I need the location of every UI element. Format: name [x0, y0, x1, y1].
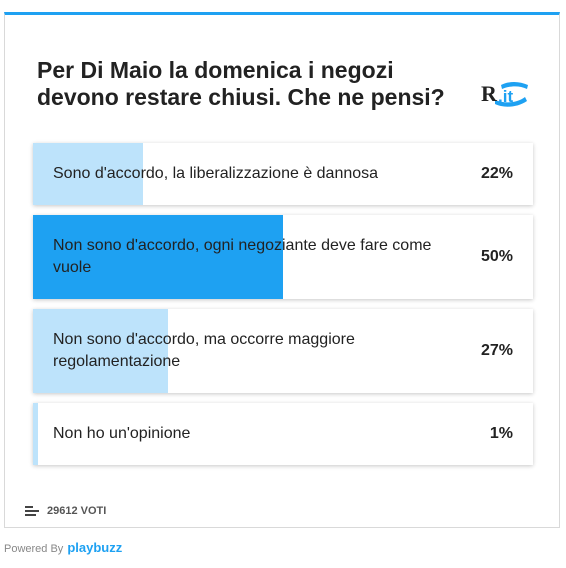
poll-question: Per Di Maio la domenica i negozi devono …: [37, 57, 445, 110]
repubblica-logo: R .it: [481, 81, 528, 107]
answer-percent: 27%: [480, 342, 513, 359]
vote-count-label: 29612 VOTI: [47, 505, 107, 517]
answer-label: Sono d'accordo, la liberalizzazione è da…: [53, 165, 379, 182]
answer-option-1[interactable]: Sono d'accordo, la liberalizzazione è da…: [33, 143, 533, 205]
poll-card: Per Di Maio la domenica i negozi devono …: [4, 12, 560, 528]
answer-option-2[interactable]: Non sono d'accordo, ogni negoziante deve…: [33, 215, 533, 299]
playbuzz-link[interactable]: playbuzz: [67, 540, 123, 555]
answer-label: Non sono d'accordo, ogni negoziante deve…: [53, 237, 432, 276]
answer-option-3[interactable]: Non sono d'accordo, ma occorre maggiore …: [33, 309, 533, 393]
answer-option-4[interactable]: Non ho un'opinione 1%: [33, 403, 533, 465]
answer-result-bar: [33, 309, 168, 393]
answer-label: Non ho un'opinione: [53, 425, 191, 442]
powered-by: Powered By playbuzz: [4, 540, 122, 555]
vote-count: 29612 VOTI: [25, 505, 106, 517]
answer-percent: 50%: [480, 248, 513, 265]
svg-text:R: R: [481, 81, 498, 106]
answer-label: Non sono d'accordo, ma occorre maggiore …: [53, 331, 355, 370]
answer-percent: 22%: [480, 165, 513, 182]
bar-chart-icon: [25, 506, 39, 516]
svg-text:.it: .it: [498, 87, 513, 106]
answer-result-bar: [33, 215, 283, 299]
answer-result-bar: [33, 403, 38, 465]
powered-by-label: Powered By: [4, 543, 64, 555]
answer-percent: 1%: [489, 425, 513, 442]
answer-result-bar: [33, 143, 143, 205]
